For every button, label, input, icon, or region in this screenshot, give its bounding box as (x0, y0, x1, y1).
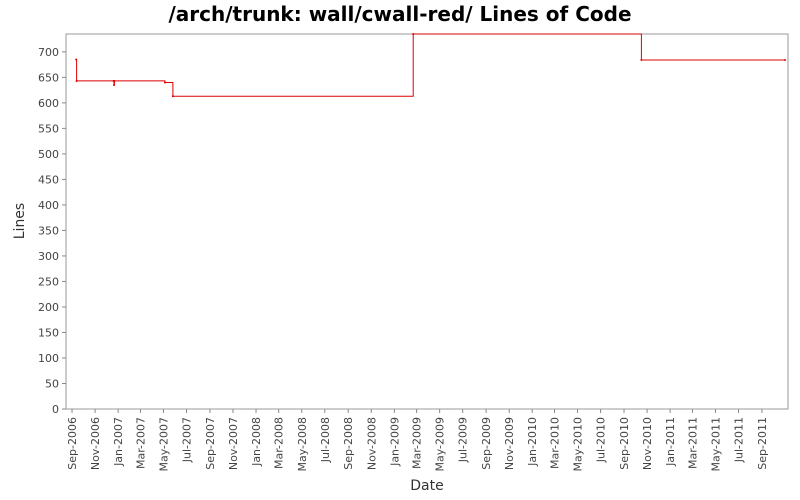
y-tick-label: 100 (38, 352, 59, 365)
x-tick-label: May-2008 (296, 417, 309, 472)
y-tick-label: 400 (38, 199, 59, 212)
y-tick-label: 600 (38, 97, 59, 110)
x-tick-label: Mar-2009 (411, 417, 424, 469)
x-tick-label: Sep-2006 (66, 417, 79, 470)
data-point (783, 59, 786, 62)
x-tick-label: Mar-2010 (549, 417, 562, 469)
series-layer (75, 33, 786, 98)
data-point (163, 81, 166, 84)
x-tick-label: Sep-2009 (480, 417, 493, 470)
series-line (76, 33, 785, 97)
x-tick-label: May-2007 (157, 417, 170, 472)
x-tick-label: Mar-2007 (134, 417, 147, 469)
x-tick-label: Sep-2008 (342, 417, 355, 470)
data-point (75, 79, 78, 82)
x-tick-label: Mar-2008 (273, 417, 286, 469)
y-tick-label: 0 (52, 403, 59, 416)
x-tick-label: Jan-2010 (526, 417, 539, 467)
data-point (113, 79, 116, 82)
x-tick-label: May-2009 (434, 417, 447, 472)
plot-area (65, 33, 789, 410)
x-tick-label: Sep-2010 (618, 417, 631, 470)
data-point (640, 59, 643, 62)
x-tick-label: Jul-2009 (457, 417, 470, 463)
y-tick-label: 350 (38, 224, 59, 237)
x-tick-label: Nov-2010 (641, 417, 654, 470)
y-axis: 0 50 100 150 200 250 300 350 400 450 500 550 600 650 7… (38, 46, 66, 416)
x-axis: Sep-2006 Nov-2006 Jan-2007 Mar-2007 May-2007… (66, 409, 769, 472)
y-tick-label: 500 (38, 148, 59, 161)
y-tick-label: 150 (38, 326, 59, 339)
x-tick-label: Jan-2011 (664, 417, 677, 467)
x-axis-label: Date (410, 478, 443, 494)
y-axis-label: Lines (12, 203, 28, 239)
x-tick-label: Jul-2010 (595, 417, 608, 463)
x-tick-label: Nov-2007 (227, 417, 240, 470)
x-tick-label: May-2010 (572, 417, 585, 472)
x-tick-label: Jul-2011 (733, 417, 746, 463)
y-tick-label: 450 (38, 173, 59, 186)
x-tick-label: Jul-2008 (319, 417, 332, 463)
x-tick-label: Jan-2007 (112, 417, 125, 467)
x-tick-label: Jul-2007 (181, 417, 194, 463)
x-tick-label: Sep-2011 (756, 417, 769, 470)
data-point (112, 84, 115, 87)
data-point (412, 33, 415, 35)
x-tick-label: Jan-2009 (388, 417, 401, 467)
data-point (75, 58, 78, 61)
x-tick-label: May-2011 (709, 417, 722, 472)
chart-title: /arch/trunk: wall/cwall-red/ Lines of Co… (168, 2, 632, 26)
y-tick-label: 250 (38, 275, 59, 288)
x-tick-label: Sep-2007 (204, 417, 217, 470)
x-tick-label: Nov-2006 (89, 417, 102, 470)
y-tick-label: 300 (38, 250, 59, 263)
x-tick-label: Mar-2011 (686, 417, 699, 469)
y-tick-label: 50 (45, 377, 59, 390)
y-tick-label: 550 (38, 122, 59, 135)
x-tick-label: Nov-2008 (365, 417, 378, 470)
y-tick-label: 650 (38, 71, 59, 84)
y-tick-label: 200 (38, 301, 59, 314)
data-point (171, 95, 174, 98)
x-tick-label: Nov-2009 (503, 417, 516, 470)
x-tick-label: Jan-2008 (250, 417, 263, 467)
y-tick-label: 700 (38, 46, 59, 59)
